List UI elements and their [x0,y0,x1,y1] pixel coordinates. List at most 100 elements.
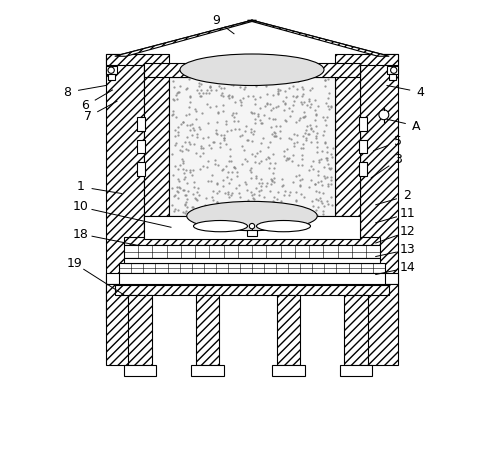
Point [247,110,256,117]
Point [319,207,327,215]
Point [178,155,186,162]
Point [230,113,238,121]
Point [305,98,313,105]
Point [265,154,273,162]
Point [225,94,233,101]
Bar [344,295,367,364]
Point [235,126,243,133]
Point [195,184,203,191]
Point [269,150,277,158]
Bar [128,295,152,364]
Point [180,210,188,217]
Point [219,108,227,115]
Bar [106,54,144,322]
Point [190,207,198,215]
Point [327,194,335,201]
Point [238,161,246,168]
Point [328,154,336,161]
Point [219,92,227,99]
Point [268,208,276,216]
Point [300,99,308,106]
Point [276,87,284,94]
Point [256,147,264,154]
Point [293,92,301,99]
Point [216,140,224,147]
Point [219,102,227,109]
Point [246,175,255,182]
Point [276,127,284,135]
Point [186,166,194,174]
Point [174,189,182,196]
Point [263,90,271,98]
Point [251,184,260,191]
Point [176,83,184,90]
Point [203,86,211,93]
Point [208,193,216,200]
Text: 1: 1 [77,180,85,193]
Text: 8: 8 [64,86,72,99]
Point [172,113,180,121]
Point [323,149,331,156]
Point [321,117,329,124]
Point [329,144,337,152]
Point [217,131,225,138]
Point [251,96,260,103]
Point [250,195,258,202]
Ellipse shape [180,54,324,86]
Point [292,172,300,180]
Point [187,210,195,217]
Point [271,130,279,137]
Text: 9: 9 [212,14,220,27]
Point [292,197,300,204]
Point [247,188,255,195]
Point [178,147,186,154]
Point [213,189,221,197]
Point [189,166,197,174]
Point [172,140,180,147]
Point [256,159,264,166]
Point [174,131,182,138]
Point [193,133,201,140]
Point [318,156,326,163]
Point [297,144,305,152]
Point [208,171,216,178]
Point [226,152,234,159]
Point [179,166,187,173]
Point [170,96,178,104]
Point [311,181,319,188]
Point [222,163,230,170]
Point [219,203,227,211]
Point [216,144,224,151]
Point [267,211,275,218]
Point [199,162,207,170]
Point [323,173,331,180]
Point [284,155,292,162]
Bar [137,162,145,176]
Point [285,134,293,141]
Point [269,104,277,112]
Point [243,136,251,144]
Point [324,94,332,101]
Point [327,173,335,180]
Point [180,191,188,198]
Point [247,126,255,133]
Point [319,132,327,139]
Point [178,208,186,215]
Point [190,203,198,210]
Point [174,124,182,131]
Point [283,145,291,153]
Point [262,182,270,189]
Point [285,77,293,85]
Point [307,100,315,108]
Point [308,85,316,92]
Point [186,93,194,100]
Point [296,114,304,122]
Point [323,114,331,121]
Point [306,126,314,133]
Point [304,166,312,174]
Point [274,90,282,97]
Text: 10: 10 [73,201,89,213]
Point [314,167,323,175]
Point [244,196,252,203]
Point [298,84,306,91]
